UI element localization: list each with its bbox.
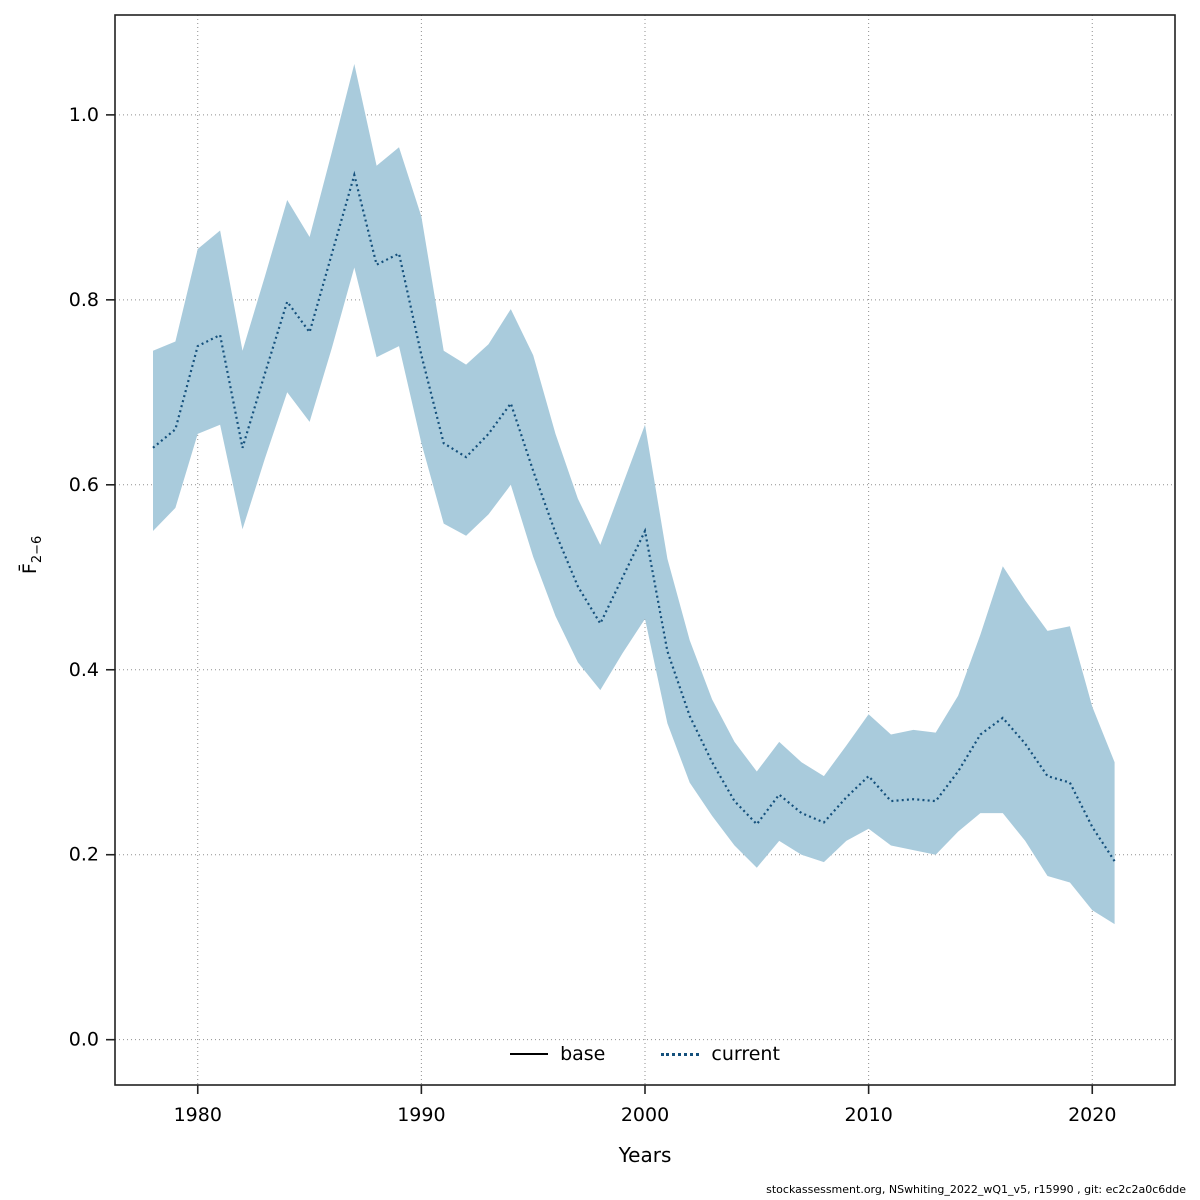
y-tick-label: 0.4 — [69, 659, 99, 681]
y-tick-label: 0.0 — [69, 1029, 99, 1051]
legend-entry-base: base — [510, 1043, 605, 1065]
x-axis-label: Years — [618, 1143, 672, 1167]
legend-entry-current: current — [661, 1043, 780, 1065]
y-tick-label: 0.2 — [69, 844, 99, 866]
base-line-sample — [510, 1053, 549, 1055]
x-tick-label: 2000 — [621, 1104, 669, 1126]
y-axis-label-sub: 2−6 — [29, 535, 45, 564]
y-tick-label: 0.8 — [69, 289, 99, 311]
legend: base current — [115, 1043, 1175, 1065]
footer-attribution: stockassessment.org, NSwhiting_2022_wQ1_… — [766, 1183, 1186, 1196]
x-tick-label: 1990 — [397, 1104, 445, 1126]
confidence-band — [153, 64, 1115, 925]
y-tick-label: 0.6 — [69, 474, 99, 496]
legend-label-base: base — [560, 1043, 606, 1065]
current-line — [152, 170, 1116, 862]
x-tick-label: 2020 — [1068, 1104, 1116, 1126]
current-line-sample — [661, 1052, 700, 1056]
x-tick-label: 1980 — [174, 1104, 222, 1126]
y-axis-label: F̄2−6 — [19, 495, 45, 615]
x-tick-label: 2010 — [844, 1104, 892, 1126]
y-axis-label-main: F̄ — [19, 563, 42, 575]
legend-label-current: current — [711, 1043, 780, 1065]
y-tick-label: 1.0 — [69, 104, 99, 126]
